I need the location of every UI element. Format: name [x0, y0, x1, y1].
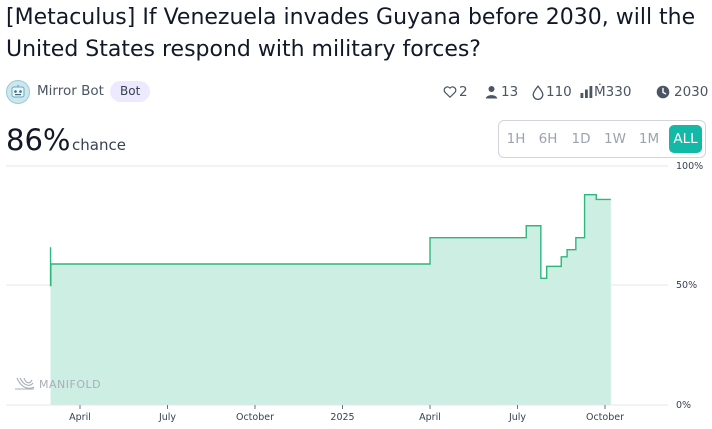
x-tick-label: October: [586, 412, 624, 423]
user-icon: [485, 86, 498, 99]
x-tick-label: April: [419, 412, 441, 423]
drop-icon: [532, 85, 544, 100]
close-year: 2030: [674, 84, 709, 100]
time-range-selector: 1H 6H 1D 1W 1M ALL: [498, 120, 706, 158]
range-1w-button[interactable]: 1W: [604, 131, 626, 147]
tips-count: 110: [546, 84, 572, 100]
x-tick-label: July: [158, 412, 176, 423]
market-title: [Metaculus] If Venezuela invades Guyana …: [6, 5, 696, 62]
close-date-stat: 2030: [656, 83, 708, 101]
probability-area: [50, 194, 611, 405]
manifold-watermark: MANIFOLD: [15, 377, 101, 391]
y-tick-label: 0%: [676, 400, 691, 411]
y-tick-label: 50%: [676, 280, 697, 291]
manifold-logo-icon: [15, 377, 35, 390]
traders-stat: 13: [485, 83, 519, 101]
probability-line: [49, 193, 611, 287]
chart-series: [49, 193, 611, 405]
probability-chart: 100% 50% 0% April July October 2025 April Jul…: [6, 161, 703, 423]
range-all-button[interactable]: ALL: [669, 125, 702, 153]
traders-count: 13: [501, 84, 519, 100]
watermark-text: MANIFOLD: [39, 378, 101, 391]
range-1d-button[interactable]: 1D: [571, 131, 591, 147]
x-tick-label: October: [236, 412, 274, 423]
tips-stat: 110: [532, 83, 572, 101]
author-name[interactable]: Mirror Bot: [37, 83, 104, 99]
x-tick-label: April: [69, 412, 91, 423]
x-tick-label: 2025: [330, 412, 354, 423]
likes-stat[interactable]: 2: [443, 83, 469, 101]
market-meta-row: Mirror Bot Bot 2 13 110 Ṁ330 2030: [0, 79, 712, 105]
range-1m-button[interactable]: 1M: [638, 131, 660, 147]
likes-count: 2: [459, 84, 468, 100]
x-axis-ticks: April July October 2025 April July October: [69, 405, 624, 423]
volume-amount: Ṁ330: [594, 84, 632, 100]
range-6h-button[interactable]: 6H: [538, 131, 558, 147]
range-1h-button[interactable]: 1H: [506, 131, 526, 147]
clock-icon: [656, 85, 670, 99]
heart-icon: [443, 86, 457, 98]
bot-badge: Bot: [110, 81, 151, 102]
volume-stat: Ṁ330: [580, 83, 640, 101]
x-tick-label: July: [508, 412, 526, 423]
avatar[interactable]: [6, 80, 30, 104]
probability-display: 86% chance: [6, 122, 126, 158]
probability-value: 86%: [6, 123, 71, 157]
robot-icon: [11, 84, 25, 98]
bar-chart-icon: [580, 86, 593, 98]
probability-label: chance: [72, 136, 126, 154]
y-tick-label: 100%: [676, 161, 703, 172]
